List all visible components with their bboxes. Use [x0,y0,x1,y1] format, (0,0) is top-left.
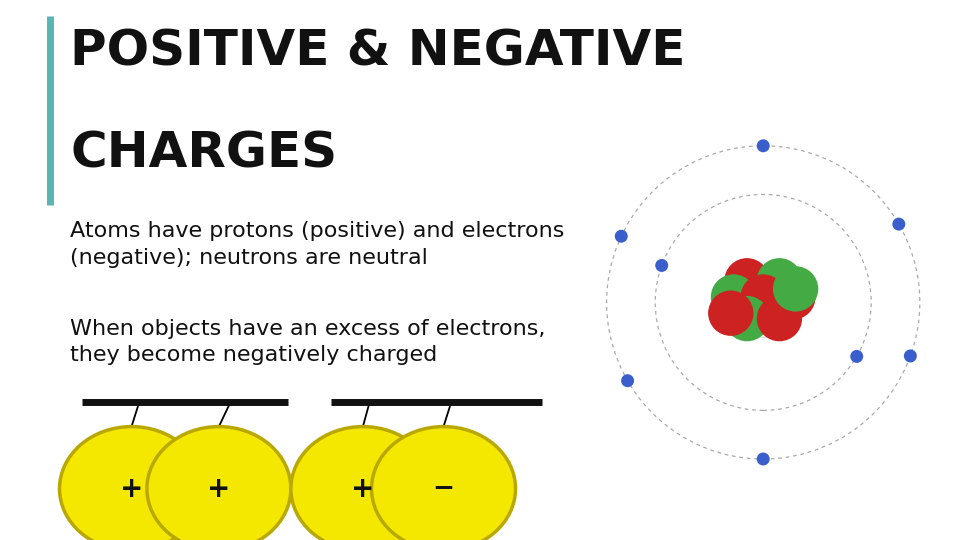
Ellipse shape [725,258,770,303]
Ellipse shape [728,267,799,338]
Ellipse shape [372,427,516,540]
Ellipse shape [773,266,818,312]
Ellipse shape [756,453,770,465]
Text: +: + [207,475,230,503]
Ellipse shape [621,374,634,387]
Text: POSITIVE & NEGATIVE: POSITIVE & NEGATIVE [70,27,685,75]
Ellipse shape [614,230,628,242]
Ellipse shape [147,427,291,540]
Ellipse shape [708,291,754,336]
Ellipse shape [710,274,756,320]
Ellipse shape [851,350,863,363]
Ellipse shape [656,259,668,272]
Text: CHARGES: CHARGES [70,130,337,178]
Text: When objects have an excess of electrons,
they become negatively charged: When objects have an excess of electrons… [70,319,545,365]
Ellipse shape [904,349,917,362]
Ellipse shape [291,427,435,540]
Ellipse shape [740,274,786,320]
Ellipse shape [756,258,802,303]
Text: −: − [432,476,455,502]
Text: Atoms have protons (positive) and electrons
(negative); neutrons are neutral: Atoms have protons (positive) and electr… [70,221,564,268]
Ellipse shape [893,218,905,231]
Ellipse shape [756,139,770,152]
Ellipse shape [725,296,770,341]
Text: +: + [351,475,374,503]
Ellipse shape [756,296,802,341]
Ellipse shape [60,427,204,540]
Text: +: + [120,475,143,503]
Ellipse shape [770,274,816,320]
